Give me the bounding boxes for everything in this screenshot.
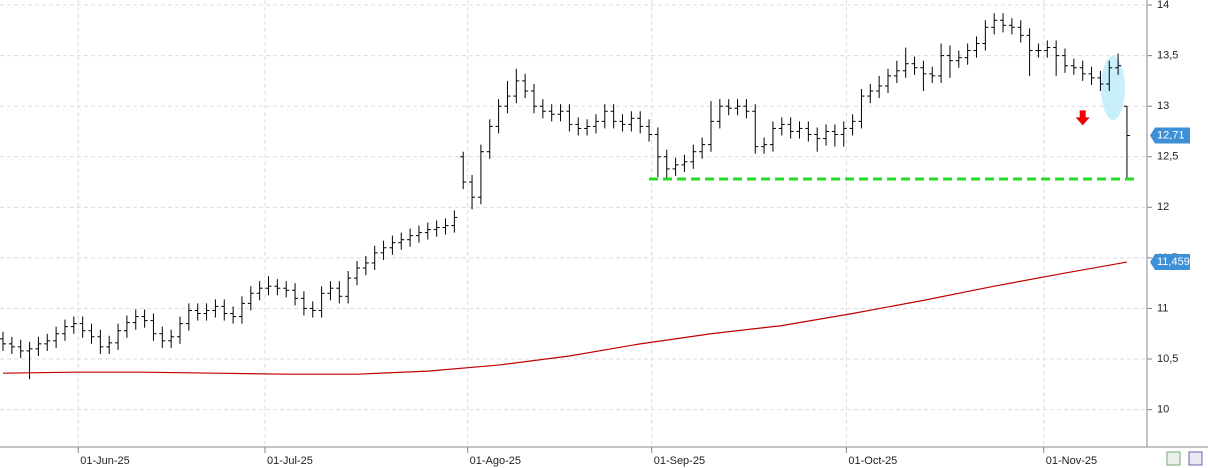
x-tick-label: 01-Jul-25	[267, 455, 313, 467]
y-tick-label: 12	[1157, 201, 1169, 213]
x-tick-label: 01-Ago-25	[470, 455, 521, 467]
highlight-ellipse	[1101, 56, 1125, 120]
price-label-box	[1150, 127, 1190, 144]
y-tick-label: 12,5	[1157, 151, 1178, 163]
price-label: 12,71	[1157, 129, 1185, 141]
y-tick-label: 11	[1157, 302, 1168, 314]
toolbar-button[interactable]	[1166, 451, 1181, 466]
y-tick-label: 13	[1157, 100, 1169, 112]
y-tick-label: 10	[1157, 403, 1169, 415]
y-tick-label: 10,5	[1157, 353, 1178, 365]
save-button[interactable]	[1188, 451, 1203, 466]
moving-average	[3, 261, 1128, 375]
x-tick-label: 01-Sep-25	[654, 455, 705, 467]
y-tick-label: 14	[1157, 0, 1169, 11]
x-tick-label: 01-Nov-25	[1046, 455, 1097, 467]
price-label-box	[1150, 254, 1190, 271]
x-tick-label: 01-Jun-25	[80, 455, 130, 467]
x-tick-label: 01-Oct-25	[848, 455, 897, 467]
y-tick-label: 13,5	[1157, 50, 1178, 62]
sell-arrow	[1075, 110, 1090, 126]
price-label: 11,459	[1157, 256, 1190, 268]
